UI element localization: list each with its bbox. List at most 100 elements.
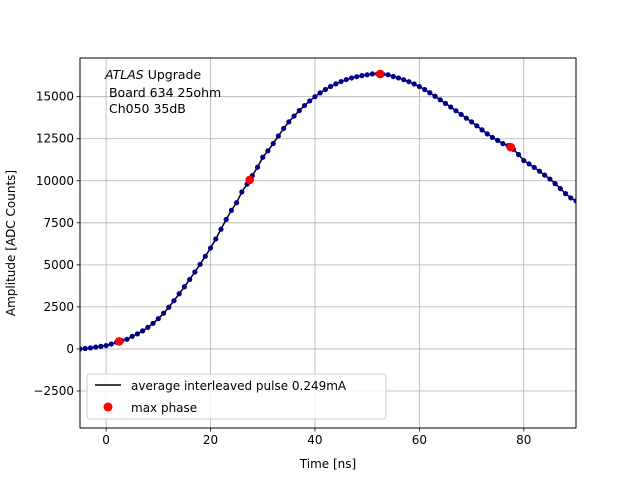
axis-ticks: 0 20 40 60 80 −2500 0 2500 5000 7500 10000 12500 150…: [33, 90, 531, 447]
pulse-point: [296, 108, 302, 114]
pulse-point: [348, 75, 355, 81]
pulse-point: [260, 154, 266, 160]
pulse-point: [218, 226, 224, 232]
pulse-point: [171, 298, 177, 304]
svg-text:ATLAS Upgrade: ATLAS Upgrade: [104, 67, 201, 82]
pulse-point: [176, 291, 182, 297]
x-tick-label: 20: [203, 433, 218, 447]
max-phase-point: [114, 337, 124, 346]
pulse-point: [93, 344, 99, 350]
pulse-point: [98, 343, 104, 349]
pulse-point: [317, 90, 323, 96]
y-tick-label: 10000: [36, 174, 74, 188]
legend-pulse-label: average interleaved pulse 0.249mA: [131, 379, 347, 393]
pulse-point: [495, 137, 501, 144]
pulse-point: [557, 186, 563, 192]
pulse-point: [432, 93, 438, 99]
pulse-point: [150, 320, 156, 326]
y-tick-label: 7500: [43, 216, 74, 230]
y-tick-label: 12500: [36, 132, 74, 146]
pulse-point: [192, 269, 198, 275]
pulse-point: [103, 342, 109, 349]
pulse-point: [197, 261, 203, 267]
x-axis-label: Time [ns]: [299, 457, 356, 471]
pulse-point: [166, 304, 172, 310]
pulse-point: [479, 127, 485, 133]
pulse-point: [108, 341, 114, 347]
atlas-annotation: ATLAS Upgrade Board 634 25ohm Ch050 35dB: [104, 67, 221, 116]
pulse-point: [411, 81, 417, 87]
pulse-point: [145, 324, 151, 330]
pulse-point: [333, 81, 339, 87]
pulse-point: [228, 207, 235, 213]
pulse-point: [521, 157, 527, 164]
pulse-point: [124, 336, 130, 342]
y-tick-label: 15000: [36, 90, 74, 104]
pulse-point: [80, 346, 83, 352]
pulse-point: [542, 172, 548, 178]
pulse-point: [223, 216, 229, 223]
pulse-point: [129, 333, 135, 339]
pulse-point: [369, 71, 375, 77]
x-tick-label: 60: [412, 433, 427, 447]
pulse-marker-series: [80, 71, 576, 352]
pulse-point: [401, 77, 407, 83]
pulse-point: [140, 328, 146, 334]
pulse-point: [322, 86, 328, 93]
pulse-point: [416, 83, 422, 90]
legend-max-phase-swatch: [103, 402, 113, 412]
x-tick-label: 0: [102, 433, 110, 447]
pulse-point: [547, 176, 553, 182]
legend: average interleaved pulse 0.249mA max ph…: [86, 373, 387, 420]
pulse-point: [463, 115, 469, 121]
pulse-point: [291, 113, 297, 119]
annotation-channel: Ch050 35dB: [105, 101, 186, 116]
pulse-point: [234, 200, 240, 206]
pulse-point: [312, 94, 318, 100]
legend-max-phase-label: max phase: [131, 401, 197, 415]
pulse-point: [531, 164, 537, 171]
pulse-point: [536, 168, 543, 174]
pulse-point: [275, 133, 281, 139]
pulse-point: [343, 76, 349, 83]
pulse-point: [474, 123, 480, 129]
pulse-point: [359, 73, 365, 79]
annotation-atlas: ATLAS: [104, 67, 144, 82]
pulse-point: [390, 73, 396, 80]
pulse-point: [87, 345, 94, 351]
pulse-point: [385, 72, 391, 78]
pulse-point: [500, 141, 506, 147]
pulse-point: [421, 86, 428, 93]
pulse-point: [328, 83, 334, 90]
pulse-point: [526, 161, 532, 167]
annotation-upgrade: Upgrade: [144, 67, 202, 82]
pulse-point: [406, 79, 412, 85]
pulse-point: [338, 78, 344, 85]
pulse-point: [155, 316, 161, 322]
max-phase-series: [114, 69, 516, 346]
pulse-point: [181, 284, 188, 290]
annotation-board: Board 634 25ohm: [105, 85, 221, 100]
pulse-point: [202, 253, 208, 259]
pulse-point: [442, 100, 449, 107]
pulse-point: [489, 134, 496, 141]
pulse-point: [286, 119, 292, 125]
pulse-point: [458, 111, 464, 118]
pulse-point: [265, 148, 271, 154]
pulse-point: [568, 195, 574, 201]
plot-frame: [79, 57, 577, 429]
max-phase-point: [375, 69, 385, 79]
pulse-point: [134, 331, 141, 337]
pulse-point: [239, 189, 245, 195]
max-phase-point: [245, 175, 254, 185]
pulse-point: [270, 140, 276, 147]
pulse-point: [484, 131, 490, 137]
pulse-point: [187, 276, 193, 283]
pulse-point: [82, 345, 88, 352]
pulse-point: [552, 181, 558, 187]
y-tick-label: 2500: [43, 300, 74, 314]
x-tick-label: 80: [516, 433, 531, 447]
pulse-point: [453, 108, 459, 114]
pulse-point: [437, 97, 443, 103]
